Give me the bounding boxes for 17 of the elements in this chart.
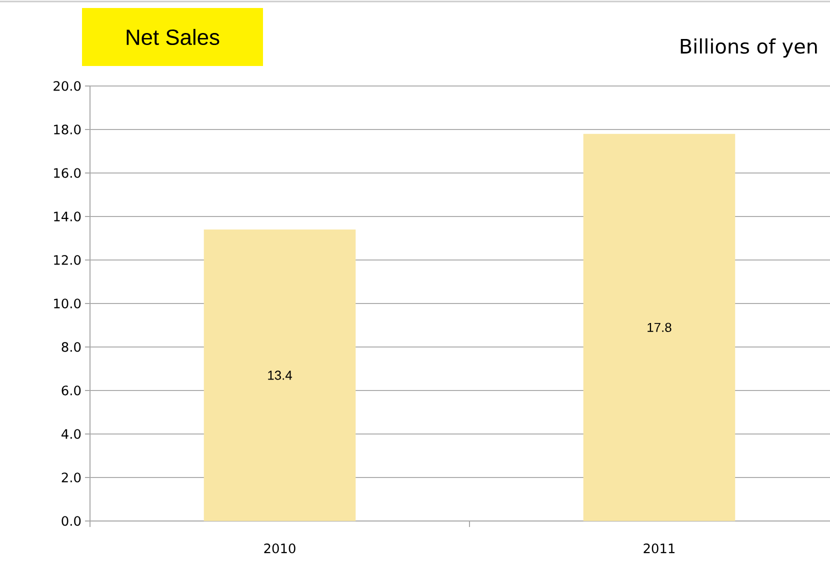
y-tick-label: 2.0 — [62, 472, 81, 482]
y-tick-label: 14.0 — [54, 212, 81, 222]
y-tick-label: 12.0 — [54, 255, 81, 265]
data-label: 13.4 — [268, 370, 292, 380]
y-tick-label: 8.0 — [62, 342, 81, 352]
y-tick-label: 18.0 — [54, 124, 81, 134]
data-label: 17.8 — [648, 322, 672, 332]
y-tick-label: 6.0 — [62, 386, 81, 396]
y-tick-label: 4.0 — [62, 429, 81, 439]
x-tick-label: 2010 — [264, 544, 296, 554]
chart-title: Net Sales — [126, 28, 220, 46]
y-tick-label: 20.0 — [54, 81, 81, 91]
x-tick-label: 2011 — [644, 544, 675, 554]
y-tick-label: 0.0 — [62, 516, 81, 526]
y-tick-label: 10.0 — [54, 298, 81, 308]
y-tick-label: 16.0 — [54, 168, 81, 178]
chart-subtitle: Billions of yen — [680, 38, 817, 58]
